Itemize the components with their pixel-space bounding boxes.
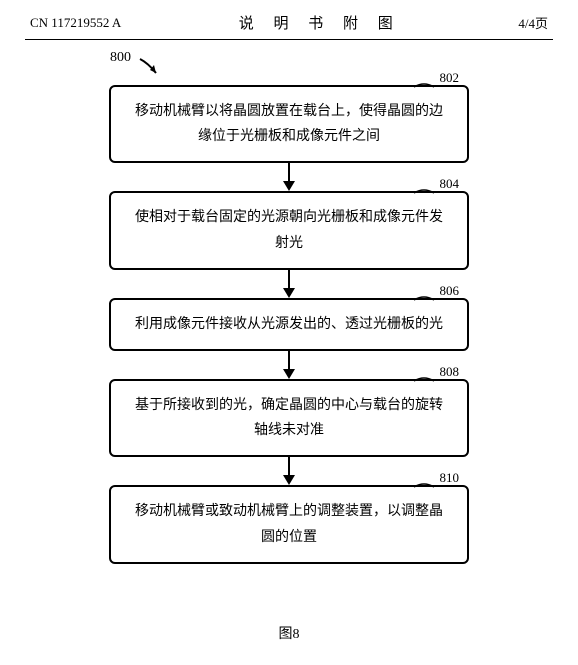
pointer-arrow-icon	[138, 57, 168, 81]
step-number: 810	[440, 470, 460, 486]
arrow-down-icon	[283, 475, 295, 485]
page-info: 4/4页	[518, 13, 548, 32]
connector	[283, 351, 295, 379]
step-wrapper: 806 利用成像元件接收从光源发出的、透过光栅板的光	[109, 298, 469, 351]
connector	[283, 270, 295, 298]
figure-label: 800	[110, 50, 131, 66]
step-wrapper: 802 移动机械臂以将晶圆放置在载台上，使得晶圆的边缘位于光栅板和成像元件之间	[109, 85, 469, 163]
step-number: 804	[440, 176, 460, 192]
step-number: 806	[440, 283, 460, 299]
label-tick-icon	[414, 481, 434, 489]
step-box: 移动机械臂或致动机械臂上的调整装置，以调整晶圆的位置	[109, 485, 469, 563]
step-number: 802	[440, 70, 460, 86]
arrow-down-icon	[283, 181, 295, 191]
step-wrapper: 808 基于所接收到的光，确定晶圆的中心与载台的旋转轴线未对准	[109, 379, 469, 457]
step-box: 基于所接收到的光，确定晶圆的中心与载台的旋转轴线未对准	[109, 379, 469, 457]
connector	[283, 163, 295, 191]
step-box: 移动机械臂以将晶圆放置在载台上，使得晶圆的边缘位于光栅板和成像元件之间	[109, 85, 469, 163]
label-tick-icon	[414, 81, 434, 89]
header-divider	[25, 39, 553, 40]
step-wrapper: 810 移动机械臂或致动机械臂上的调整装置，以调整晶圆的位置	[109, 485, 469, 563]
flowchart: 802 移动机械臂以将晶圆放置在载台上，使得晶圆的边缘位于光栅板和成像元件之间 …	[109, 85, 469, 564]
label-tick-icon	[414, 294, 434, 302]
arrow-down-icon	[283, 288, 295, 298]
figure-caption: 图8	[279, 623, 300, 643]
step-wrapper: 804 使相对于载台固定的光源朝向光栅板和成像元件发射光	[109, 191, 469, 269]
header-title: 说 明 书 附 图	[239, 12, 401, 33]
label-tick-icon	[414, 375, 434, 383]
arrow-down-icon	[283, 369, 295, 379]
step-box: 利用成像元件接收从光源发出的、透过光栅板的光	[109, 298, 469, 351]
step-box: 使相对于载台固定的光源朝向光栅板和成像元件发射光	[109, 191, 469, 269]
page-header: CN 117219552 A 说 明 书 附 图 4/4页	[0, 0, 578, 39]
step-number: 808	[440, 364, 460, 380]
label-tick-icon	[414, 187, 434, 195]
connector	[283, 457, 295, 485]
doc-number: CN 117219552 A	[30, 15, 121, 31]
